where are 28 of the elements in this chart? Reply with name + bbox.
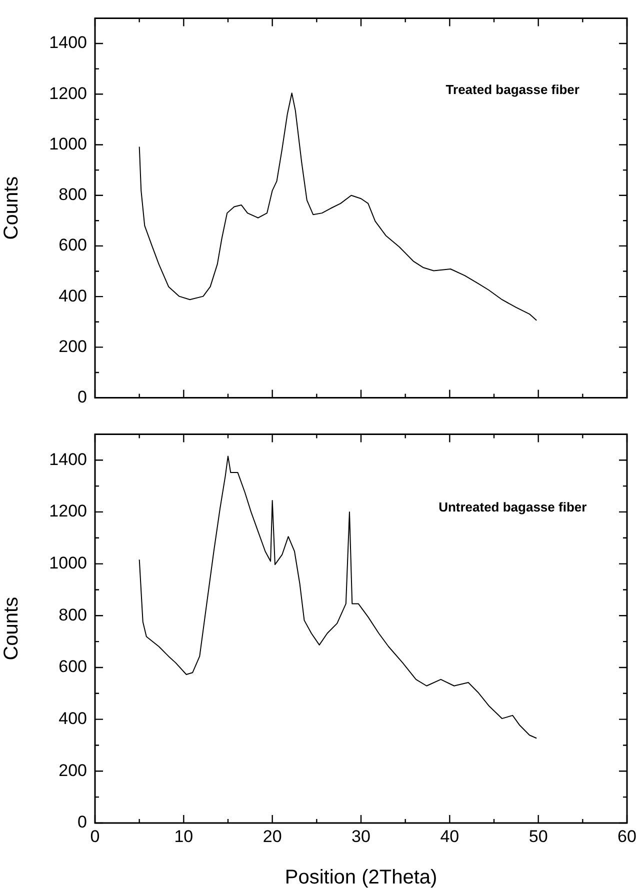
x-tick-label: 30 [352, 826, 370, 846]
y-tick-label: 1400 [49, 450, 87, 469]
x-tick-label: 40 [440, 826, 460, 846]
y-tick-label: 200 [58, 336, 87, 356]
y-axis-title: Counts [0, 596, 23, 660]
y-tick-label: 1000 [49, 553, 87, 572]
x-axis-title: Position (2Theta) [284, 866, 438, 889]
y-tick-label: 1200 [49, 84, 87, 103]
y-tick-label: 800 [58, 605, 87, 624]
y-tick-label: 1400 [49, 33, 87, 52]
x-tick-label: 50 [528, 826, 548, 846]
y-tick-label: 1200 [49, 502, 87, 521]
x-tick-label: 10 [174, 826, 194, 846]
y-tick-label: 400 [58, 286, 87, 306]
x-tick-label: 60 [618, 826, 636, 846]
y-tick-label: 0 [78, 812, 87, 832]
x-tick-label: 20 [262, 826, 282, 846]
y-tick-label: 800 [58, 185, 87, 204]
y-tick-label: 0 [78, 387, 87, 406]
annotation: Treated bagasse fiber [446, 82, 580, 97]
y-tick-label: 600 [58, 657, 87, 676]
y-tick-label: 400 [58, 709, 87, 728]
x-tick-label: 0 [90, 826, 100, 846]
annotation: Untreated bagasse fiber [438, 500, 587, 515]
y-axis-title: Counts [0, 176, 23, 240]
y-tick-label: 600 [58, 236, 87, 255]
y-tick-label: 1000 [49, 134, 87, 154]
y-tick-label: 200 [58, 760, 87, 780]
